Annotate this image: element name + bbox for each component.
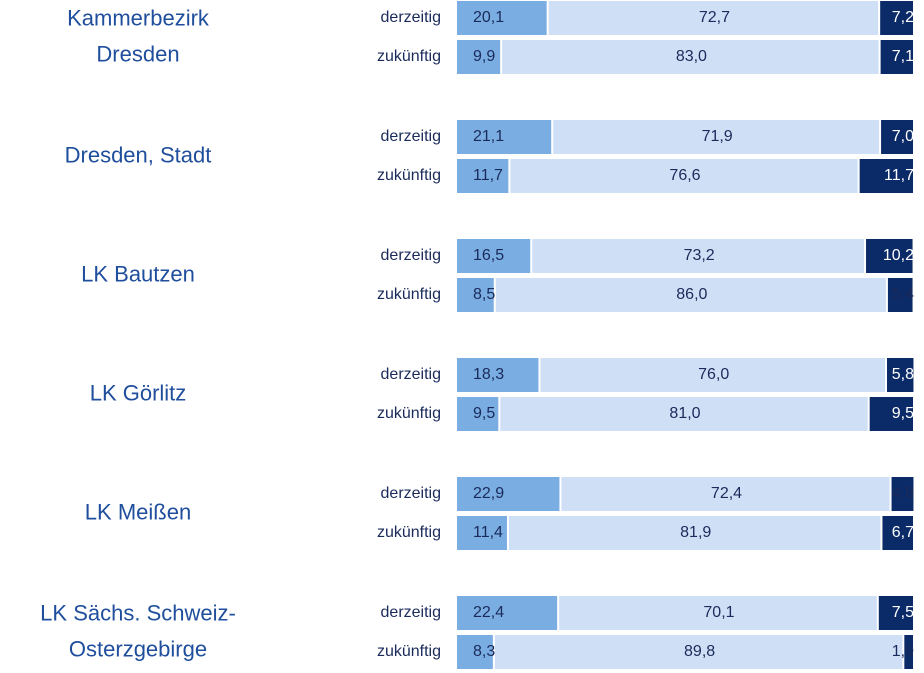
value-label: 73,2 bbox=[684, 247, 715, 264]
value-label: 8,3 bbox=[473, 643, 495, 660]
value-label: 8,5 bbox=[473, 286, 495, 303]
value-label: 81,0 bbox=[669, 405, 700, 422]
bar-segment bbox=[457, 516, 507, 550]
bar-segment bbox=[548, 1, 879, 35]
value-label: 72,4 bbox=[711, 485, 742, 502]
bar-segment bbox=[457, 239, 531, 273]
bar-segment bbox=[880, 1, 913, 35]
bar-segment bbox=[457, 358, 539, 392]
bar-segment bbox=[457, 120, 552, 154]
value-label: 7,1 bbox=[892, 48, 914, 65]
category-label: zukünftig bbox=[377, 167, 441, 184]
bar-segment bbox=[559, 596, 877, 630]
value-label: 76,0 bbox=[698, 366, 729, 383]
bar-segment bbox=[495, 278, 886, 312]
bar-segment bbox=[457, 477, 560, 511]
group-label: Dresden bbox=[96, 41, 179, 66]
value-label: 83,0 bbox=[676, 48, 707, 65]
group-label: LK Sächs. Schweiz- bbox=[40, 600, 236, 625]
value-label: 20,1 bbox=[473, 9, 504, 26]
category-label: derzeitig bbox=[381, 366, 441, 383]
bar-segment bbox=[457, 1, 547, 35]
bar-segment bbox=[878, 596, 913, 630]
value-label: 7,5 bbox=[892, 604, 914, 621]
value-label: 11,7 bbox=[473, 167, 503, 184]
value-label: 22,9 bbox=[473, 485, 504, 502]
value-label: 5,8 bbox=[892, 366, 914, 383]
value-label: 22,4 bbox=[473, 604, 504, 621]
bar-segment bbox=[561, 477, 890, 511]
category-label: zukünftig bbox=[377, 286, 441, 303]
bar-segment bbox=[891, 477, 914, 511]
group-label: Osterzgebirge bbox=[69, 636, 207, 661]
bar-segment bbox=[457, 635, 493, 669]
bar-segment bbox=[532, 239, 865, 273]
value-label: 10,2 bbox=[883, 247, 914, 264]
category-label: zukünftig bbox=[377, 524, 441, 541]
value-label: 71,9 bbox=[702, 128, 733, 145]
bar-segment bbox=[880, 40, 913, 74]
bar-segment bbox=[508, 516, 881, 550]
bar-segment bbox=[887, 278, 913, 312]
category-label: derzeitig bbox=[381, 604, 441, 621]
bar-segment bbox=[457, 397, 499, 431]
group-label: LK Bautzen bbox=[81, 261, 195, 286]
bar-segment bbox=[457, 596, 558, 630]
bar-segment bbox=[882, 516, 913, 550]
value-label: 7,2 bbox=[892, 9, 914, 26]
bar-segment bbox=[887, 358, 914, 392]
value-label: 6,7 bbox=[892, 524, 914, 541]
category-label: zukünftig bbox=[377, 405, 441, 422]
category-label: derzeitig bbox=[381, 247, 441, 264]
category-label: zukünftig bbox=[377, 48, 441, 65]
value-label: 18,3 bbox=[473, 366, 504, 383]
bar-segment bbox=[494, 635, 903, 669]
value-label: 5,4 bbox=[892, 286, 914, 303]
bar-segment bbox=[904, 635, 913, 669]
value-label: 16,5 bbox=[473, 247, 504, 264]
value-label: 7,0 bbox=[892, 128, 914, 145]
category-label: derzeitig bbox=[381, 485, 441, 502]
value-label: 76,6 bbox=[669, 167, 700, 184]
bar-segment bbox=[500, 397, 868, 431]
bar-segment bbox=[457, 159, 509, 193]
value-label: 86,0 bbox=[676, 286, 707, 303]
bar-segment bbox=[881, 120, 913, 154]
bar-segment bbox=[502, 40, 879, 74]
value-label: 9,5 bbox=[473, 405, 495, 422]
bar-segment bbox=[553, 120, 880, 154]
category-label: zukünftig bbox=[377, 643, 441, 660]
bar-segment bbox=[859, 159, 913, 193]
bar-segment bbox=[510, 159, 858, 193]
category-label: derzeitig bbox=[381, 9, 441, 26]
value-label: 1,9 bbox=[892, 643, 914, 660]
group-label: Kammerbezirk bbox=[67, 5, 210, 30]
value-label: 4,8 bbox=[892, 485, 914, 502]
group-label: Dresden, Stadt bbox=[65, 142, 212, 167]
category-label: derzeitig bbox=[381, 128, 441, 145]
value-label: 9,5 bbox=[892, 405, 914, 422]
value-label: 21,1 bbox=[473, 128, 504, 145]
value-label: 11,4 bbox=[473, 524, 503, 541]
group-label: LK Meißen bbox=[85, 499, 191, 524]
value-label: 81,9 bbox=[680, 524, 711, 541]
group-label: LK Görlitz bbox=[90, 380, 187, 405]
bar-segment bbox=[457, 40, 501, 74]
value-label: 70,1 bbox=[703, 604, 734, 621]
value-label: 72,7 bbox=[699, 9, 730, 26]
bar-segment bbox=[457, 278, 494, 312]
value-label: 89,8 bbox=[684, 643, 715, 660]
value-label: 11,7 bbox=[884, 167, 914, 184]
bar-segment bbox=[869, 397, 913, 431]
bar-segment bbox=[540, 358, 886, 392]
value-label: 9,9 bbox=[473, 48, 495, 65]
bar-segment bbox=[866, 239, 913, 273]
